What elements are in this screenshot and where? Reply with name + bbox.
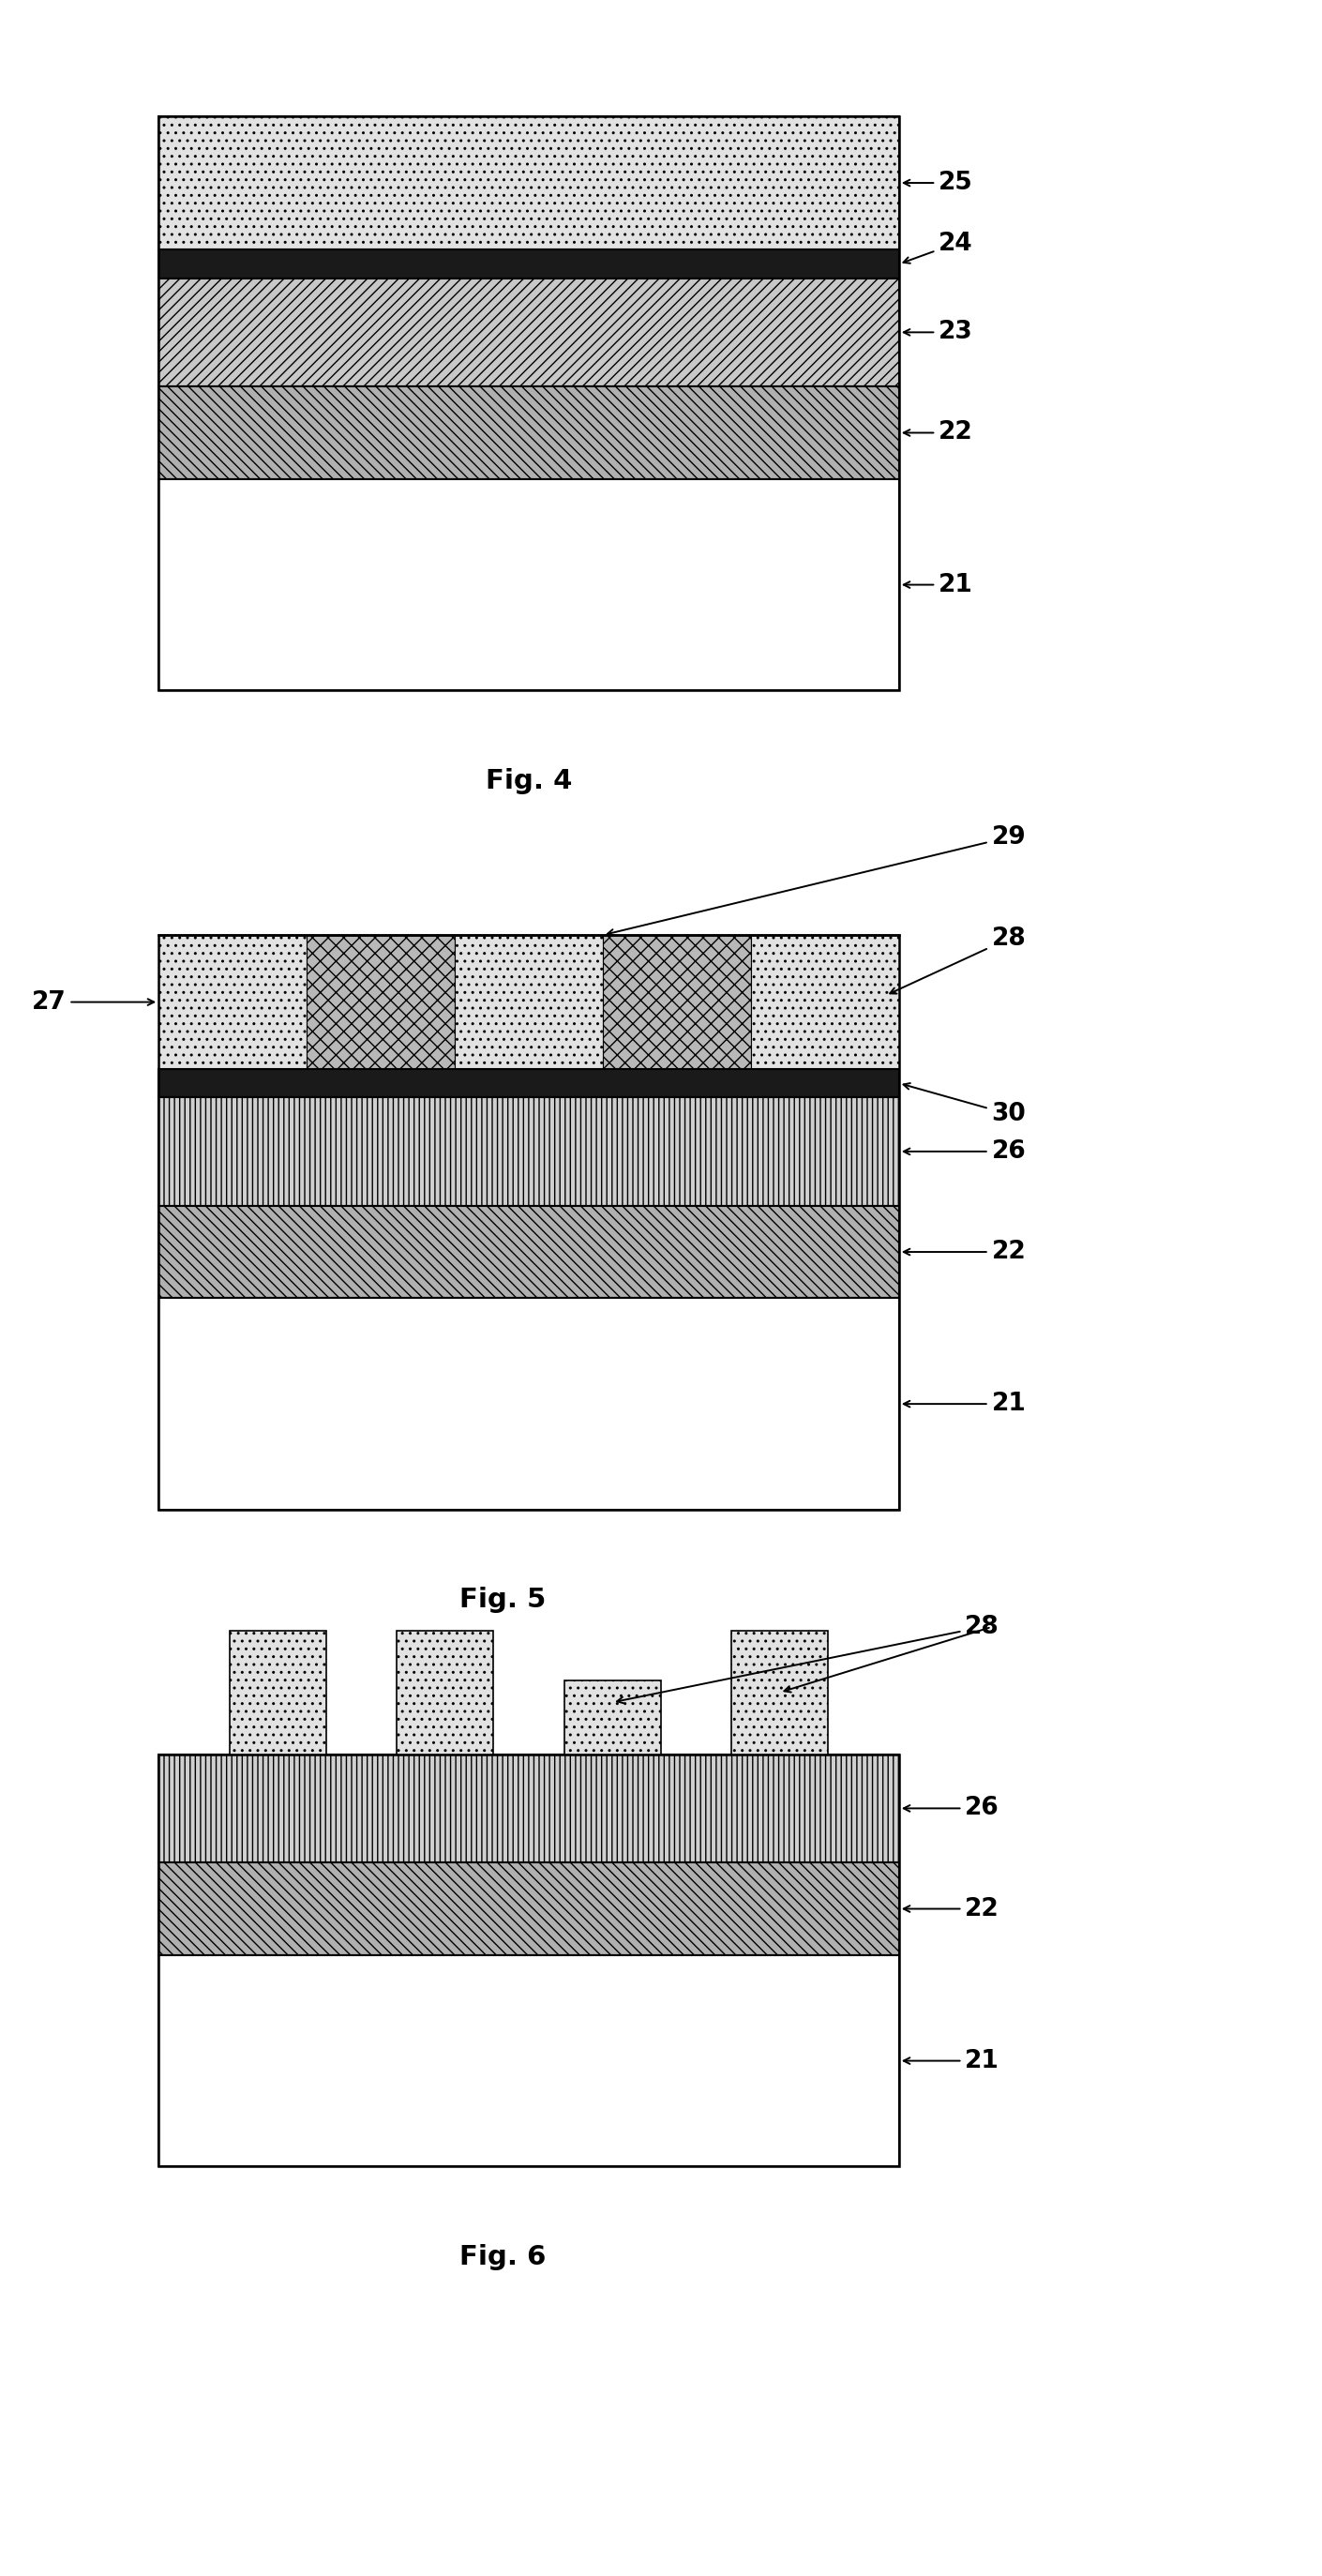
Bar [564,1680,661,1754]
Bar [159,250,899,278]
Bar [397,1631,493,1754]
Bar [159,479,899,690]
Text: 30: 30 [903,1082,1026,1126]
Bar [159,116,899,690]
Text: 23: 23 [904,319,973,345]
Text: 21: 21 [904,2048,999,2074]
Text: 28: 28 [890,927,1026,994]
Text: 21: 21 [904,1391,1026,1417]
Text: Fig. 5: Fig. 5 [459,1587,546,1613]
Text: 28: 28 [617,1615,999,1703]
Bar [307,935,455,1069]
Bar [159,1097,899,1206]
Bar [159,1298,899,1510]
Text: 29: 29 [607,824,1026,935]
Bar [159,1754,899,1862]
Bar [159,1069,899,1097]
Bar [159,935,307,1069]
Text: 22: 22 [904,1896,999,1922]
Bar [159,1206,899,1298]
Text: 26: 26 [904,1795,999,1821]
Bar [603,935,751,1069]
Text: Fig. 6: Fig. 6 [459,2244,546,2269]
Text: 25: 25 [904,170,973,196]
Text: Fig. 4: Fig. 4 [485,768,572,793]
Text: 22: 22 [904,1239,1026,1265]
Bar [159,1754,899,2166]
Text: 22: 22 [904,420,973,446]
Text: 26: 26 [904,1139,1026,1164]
Bar [159,386,899,479]
Bar [230,1631,327,1754]
Bar [751,935,899,1069]
Bar [455,935,603,1069]
Bar [159,278,899,386]
Bar [731,1631,828,1754]
Bar [159,1862,899,1955]
Text: 21: 21 [904,572,973,598]
Text: 24: 24 [903,232,973,263]
Bar [159,935,899,1510]
Text: 27: 27 [32,989,153,1015]
Bar [159,1955,899,2166]
Bar [159,116,899,250]
